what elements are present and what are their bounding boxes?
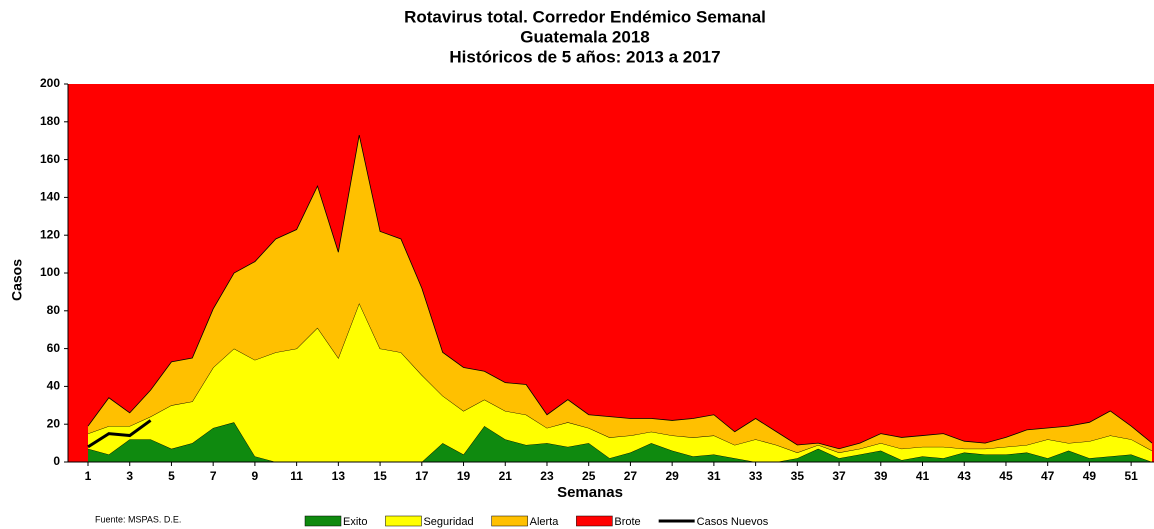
x-tick-label: 37 xyxy=(832,469,846,483)
area-boundary xyxy=(87,134,1153,450)
y-tick-label: 0 xyxy=(53,454,60,468)
x-tick-label: 33 xyxy=(749,469,763,483)
legend-label: Brote xyxy=(614,516,640,528)
x-tick-label: 13 xyxy=(332,469,346,483)
y-tick-label: 100 xyxy=(40,265,60,279)
x-tick-label: 39 xyxy=(874,469,888,483)
y-axis-label: Casos xyxy=(9,259,25,301)
y-tick-label: 200 xyxy=(40,76,60,90)
x-tick-label: 27 xyxy=(624,469,638,483)
area xyxy=(88,135,1152,453)
legend-swatch xyxy=(304,515,342,527)
x-tick-label: 23 xyxy=(540,469,554,483)
x-tick-label: 29 xyxy=(665,469,679,483)
legend-swatch xyxy=(491,515,528,527)
x-tick-label: 31 xyxy=(707,469,721,483)
area xyxy=(88,303,1152,462)
x-tick-label: 47 xyxy=(1041,469,1055,483)
x-tick-label: 19 xyxy=(457,469,471,483)
x-tick-label: 21 xyxy=(499,469,513,483)
y-tick-label: 80 xyxy=(47,303,61,317)
chart-subtitle: Históricos de 5 años: 2013 a 2017 xyxy=(449,47,720,66)
x-tick-label: 49 xyxy=(1083,469,1097,483)
legend-label: Casos Nuevos xyxy=(697,516,769,528)
x-axis-label: Semanas xyxy=(557,484,623,501)
x-tick-label: 1 xyxy=(85,469,92,483)
y-tick-label: 140 xyxy=(40,190,60,204)
legend-swatch xyxy=(385,515,422,527)
y-tick-label: 120 xyxy=(40,227,60,241)
x-tick-label: 45 xyxy=(999,469,1013,483)
x-tick-label: 51 xyxy=(1124,469,1138,483)
y-tick-label: 180 xyxy=(40,114,60,128)
legend-label: Alerta xyxy=(530,516,560,528)
y-tick-label: 20 xyxy=(47,416,61,430)
chart-title: Rotavirus total. Corredor Endémico Seman… xyxy=(404,7,766,26)
y-tick-label: 60 xyxy=(47,341,61,355)
x-tick-label: 25 xyxy=(582,469,596,483)
x-tick-label: 43 xyxy=(958,469,972,483)
x-tick-label: 5 xyxy=(168,469,175,483)
y-tick-label: 40 xyxy=(47,379,61,393)
legend-label: Seguridad xyxy=(423,516,473,528)
x-tick-label: 17 xyxy=(415,469,429,483)
x-tick-label: 41 xyxy=(916,469,930,483)
line xyxy=(87,419,152,449)
x-tick-label: 15 xyxy=(373,469,387,483)
x-tick-label: 3 xyxy=(126,469,133,483)
chart-subtitle: Guatemala 2018 xyxy=(520,27,649,46)
y-tick-label: 160 xyxy=(40,152,60,166)
x-tick-label: 7 xyxy=(210,469,217,483)
legend-swatch xyxy=(576,515,613,527)
x-tick-label: 35 xyxy=(791,469,805,483)
legend-label: Exito xyxy=(343,516,367,528)
x-tick-label: 9 xyxy=(252,469,259,483)
x-tick-label: 11 xyxy=(290,469,303,483)
source-note: Fuente: MSPAS. D.E. xyxy=(95,514,181,524)
